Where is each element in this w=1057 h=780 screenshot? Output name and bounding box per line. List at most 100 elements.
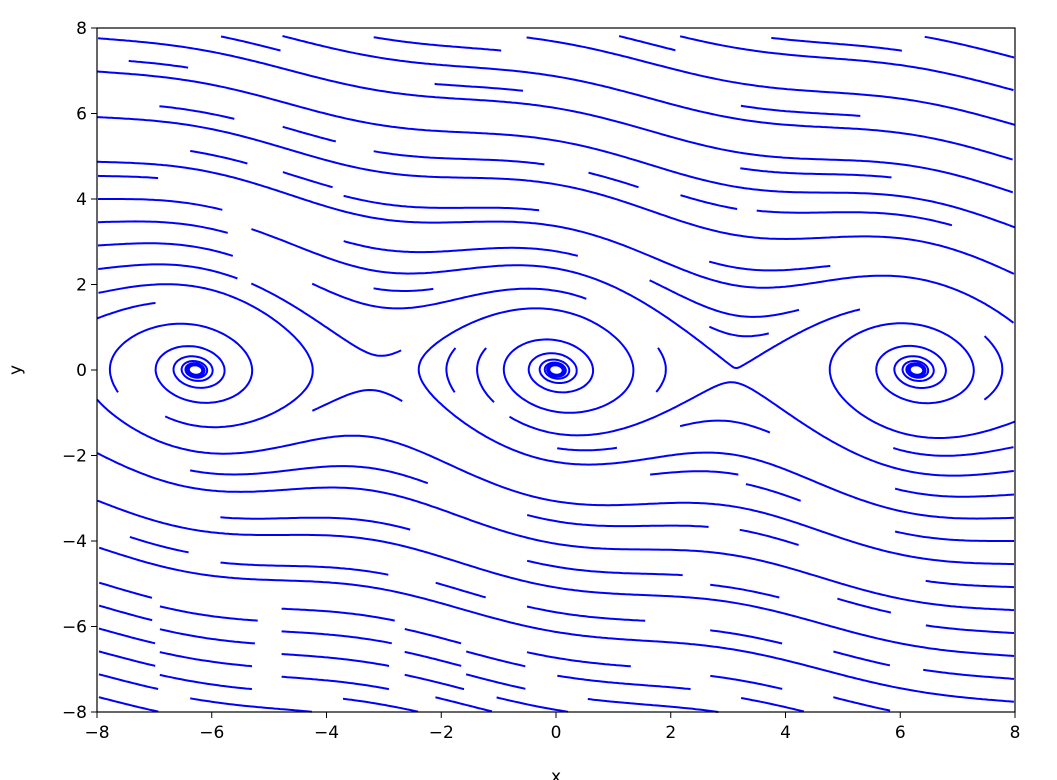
y-axis-label: y	[6, 365, 26, 375]
streamline	[496, 696, 569, 713]
streamline	[190, 150, 248, 165]
streamline	[220, 35, 281, 52]
x-tick-label: −6	[199, 723, 224, 743]
streamline	[710, 583, 780, 599]
x-tick-label: 6	[895, 723, 906, 743]
streamline	[311, 388, 403, 412]
streamline	[373, 287, 434, 292]
streamline	[159, 673, 253, 691]
y-tick-label: −2	[62, 447, 87, 467]
x-axis-ticks: −8 −6 −4 −2 0 2 4 6 8	[84, 712, 1020, 743]
x-tick-label: 2	[665, 723, 676, 743]
streamline	[282, 35, 1013, 161]
streamline	[417, 307, 1015, 520]
streamline	[476, 347, 495, 403]
y-tick-label: 4	[76, 190, 87, 210]
streamline	[740, 167, 892, 179]
streamline	[108, 322, 254, 404]
streamline	[97, 160, 1015, 324]
streamline	[465, 673, 526, 690]
streamline	[837, 597, 892, 614]
streamline	[250, 282, 402, 357]
y-tick-label: 0	[76, 361, 87, 381]
streamline	[96, 302, 156, 320]
streamline	[740, 697, 805, 713]
streamline	[925, 624, 1015, 634]
streamline	[756, 209, 953, 227]
x-tick-label: 8	[1010, 723, 1021, 743]
streamline	[220, 561, 389, 576]
y-tick-label: 2	[76, 276, 87, 296]
x-tick-label: 0	[551, 723, 562, 743]
streamline	[281, 675, 390, 691]
streamline	[708, 260, 831, 272]
y-tick-label: −4	[62, 532, 87, 552]
streamline	[894, 487, 1015, 498]
streamline	[526, 559, 683, 577]
streamline	[159, 605, 258, 622]
x-tick-label: −4	[314, 723, 339, 743]
streamlines	[96, 35, 1016, 713]
streamline	[220, 516, 411, 531]
streamline	[98, 263, 238, 280]
streamline	[98, 581, 153, 599]
streamline	[710, 674, 783, 690]
streamline	[373, 150, 545, 166]
streamline	[282, 171, 333, 189]
streamline	[404, 650, 462, 667]
streamline	[98, 198, 223, 211]
streamline	[343, 240, 579, 257]
streamline	[894, 530, 1014, 542]
streamline	[404, 673, 465, 691]
streamline	[771, 36, 903, 52]
streamline	[404, 628, 462, 645]
streamline	[98, 627, 156, 645]
streamline	[159, 628, 255, 645]
streamline	[679, 419, 771, 434]
streamline	[710, 629, 783, 645]
streamline	[96, 452, 1015, 612]
streamline	[708, 325, 770, 338]
streamline	[680, 194, 738, 210]
streamline	[96, 398, 1015, 566]
streamline	[655, 347, 667, 393]
streamline	[893, 446, 1014, 457]
streamline	[649, 470, 739, 476]
streamline	[128, 59, 189, 69]
streamline	[465, 650, 526, 668]
streamline	[435, 581, 486, 599]
y-tick-label: −8	[62, 703, 87, 723]
streamline	[342, 697, 419, 713]
streamline	[281, 653, 390, 667]
x-tick-label: 4	[780, 723, 791, 743]
streamline	[98, 673, 159, 690]
streamline	[925, 579, 1015, 589]
streamline	[97, 242, 234, 257]
streamline	[587, 698, 719, 713]
streamline	[983, 335, 1004, 401]
streamline	[282, 125, 337, 143]
streamline	[526, 605, 646, 622]
streamline	[98, 650, 156, 667]
streamline	[740, 104, 861, 117]
streamline	[435, 696, 493, 713]
streamline	[618, 35, 676, 52]
streamline	[159, 651, 253, 668]
streamline	[311, 282, 587, 310]
x-tick-label: −8	[84, 723, 109, 743]
streamline	[828, 322, 1016, 439]
streamline	[98, 283, 314, 429]
streamline	[189, 465, 429, 485]
y-tick-label: 8	[76, 19, 87, 39]
y-axis-ticks: −8 −6 −4 −2 0 2 4 6 8	[62, 19, 97, 723]
streamline	[97, 70, 1016, 229]
streamline	[190, 697, 312, 713]
streamline	[97, 37, 1014, 194]
streamline	[98, 696, 159, 713]
streamline	[509, 381, 1014, 477]
streamline	[557, 446, 618, 452]
streamline	[833, 650, 891, 667]
streamline	[129, 535, 189, 554]
streamline	[159, 105, 235, 120]
y-tick-label: 6	[76, 105, 87, 125]
